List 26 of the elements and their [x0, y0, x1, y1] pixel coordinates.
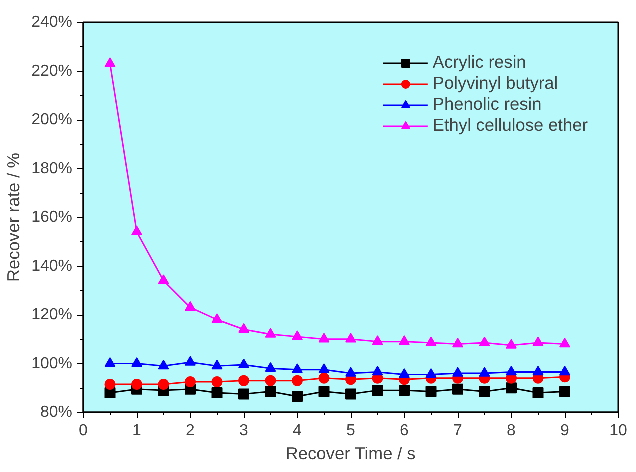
y-tick-label: 220% — [32, 62, 72, 80]
x-tick-label: 7 — [454, 422, 463, 440]
x-tick-label: 5 — [346, 422, 356, 440]
y-tick-label: 240% — [32, 14, 72, 31]
y-tick-label: 80% — [40, 404, 73, 421]
legend-label: Polyvinyl butyral — [432, 73, 558, 94]
x-tick-label: 9 — [560, 422, 570, 440]
x-tick-label: 0 — [79, 422, 88, 440]
y-axis-title: Recover rate / % — [4, 152, 24, 282]
x-tick-label: 6 — [400, 422, 410, 440]
x-tick-label: 1 — [132, 422, 142, 440]
x-tick-label: 10 — [610, 422, 628, 440]
y-tick-label: 120% — [32, 306, 72, 324]
y-tick-label: 160% — [32, 209, 72, 226]
legend-label: Acrylic resin — [432, 52, 526, 73]
x-axis-title: Recover Time / s — [286, 444, 416, 464]
y-tick-label: 140% — [32, 258, 72, 275]
x-tick-label: 8 — [507, 422, 516, 440]
legend-label: Phenolic resin — [432, 94, 542, 115]
legend-label: Ethyl cellulose ether — [432, 115, 588, 136]
y-tick-label: 180% — [32, 160, 72, 178]
y-tick-label: 200% — [32, 112, 72, 128]
y-tick-label: 100% — [32, 355, 72, 372]
x-tick-label: 4 — [293, 422, 302, 440]
x-tick-label: 3 — [240, 422, 249, 440]
x-tick-label: 2 — [186, 422, 196, 440]
